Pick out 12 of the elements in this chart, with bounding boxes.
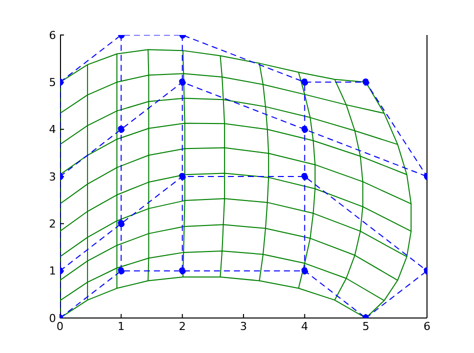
y-tick-label: 1 [49,264,56,278]
x-tick-label: 4 [301,320,308,333]
y-tick-label: 4 [49,123,56,136]
y-tick-label: 5 [49,76,56,90]
y-tick-label: 2 [49,218,56,231]
x-tick-label: 3 [240,320,247,333]
x-tick-label: 5 [362,320,370,333]
x-tick-label: 2 [178,320,186,333]
x-tick-label: 1 [118,320,125,333]
x-tick-label: 6 [424,320,430,333]
y-tick-label: 6 [49,28,56,42]
y-tick-label: 3 [49,170,56,184]
